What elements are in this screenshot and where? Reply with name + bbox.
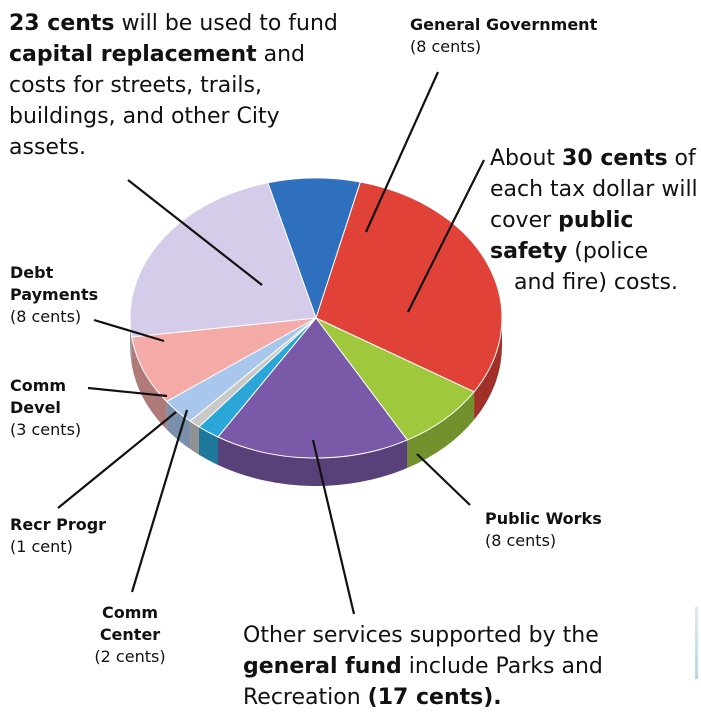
decorative-edge-mark [695,607,698,679]
pie-side-1 [474,318,502,420]
general-government-value: (8 cents) [410,37,482,56]
pie-side-7 [131,337,167,430]
general-fund-text-2: include Parks and Recreation [243,654,603,710]
leader-comm-center [130,409,189,593]
leader-public-safety [407,159,485,313]
comm-center-value: (2 cents) [94,647,166,666]
safety-text-3: (police [567,239,649,264]
comm-devel-value: (3 cents) [10,420,82,439]
pie-side-6 [166,401,191,450]
general-fund-emphasis: general fund [243,654,402,679]
pie-side-3 [217,436,408,487]
public-works-label: Public Works (8 cents) [485,508,602,552]
pie-depth-layer [130,318,502,487]
recr-progr-label: Recr Progr (1 cent) [10,514,106,558]
general-government-label: General Government (8 cents) [410,14,597,58]
pie-slice-general-government [267,177,362,320]
general-government-name: General Government [410,15,598,34]
pie-side-4 [198,426,218,465]
pie-side-5 [190,421,199,455]
pie-side-2 [407,391,475,468]
safety-text-4: and fire) costs. [514,270,679,295]
debt-value: (8 cents) [10,307,82,326]
comm-center-label: Comm Center (2 cents) [80,602,180,668]
debt-name-2: Payments [10,285,99,304]
leader-general-government [364,71,440,233]
debt-payments-label: Debt Payments (8 cents) [10,262,98,328]
leader-debt [93,318,165,343]
comm-center-name-1: Comm [101,603,159,622]
leader-comm-devel [87,386,168,398]
leader-general-fund [311,439,356,615]
public-safety-annotation: About 30 cents of each tax dollar will c… [490,143,700,298]
leader-capital [127,179,263,286]
pie-slice-layer [129,177,503,459]
comm-devel-name-2: Devel [10,398,61,417]
public-works-name: Public Works [485,509,602,528]
debt-name-1: Debt [10,263,54,282]
pie-slice-public-works [315,317,475,441]
recr-value: (1 cent) [10,537,73,556]
safety-cents: 30 cents [562,146,668,171]
pie-slice-parks-and-recreation [217,317,409,459]
capital-emphasis: capital replacement [9,42,257,67]
capital-replacement-annotation: 23 cents will be used to fund capital re… [9,8,354,163]
pie-slice-debt-payments [131,317,317,403]
capital-cents: 23 cents [9,11,115,36]
capital-text-1: will be used to fund [114,11,338,36]
general-fund-annotation: Other services supported by the general … [243,620,673,713]
comm-devel-label: Comm Devel (3 cents) [10,375,81,441]
general-fund-text-1: Other services supported by the [243,623,599,648]
safety-emphasis: public safety [490,208,634,264]
safety-text-2: of each tax dollar will cover [490,146,698,233]
pie-slice-capital-replacement [129,182,317,338]
public-works-value: (8 cents) [485,531,557,550]
leader-public-works [416,453,471,506]
comm-devel-name-1: Comm [10,376,67,395]
comm-center-name-2: Center [99,625,161,644]
recr-name: Recr Progr [10,515,107,534]
general-fund-cents: (17 cents). [367,685,502,710]
leader-recr [57,411,177,509]
safety-text-1: About [490,146,563,171]
leader-lines [57,71,485,615]
capital-text-2: and costs for streets, trails, buildings… [9,42,306,160]
